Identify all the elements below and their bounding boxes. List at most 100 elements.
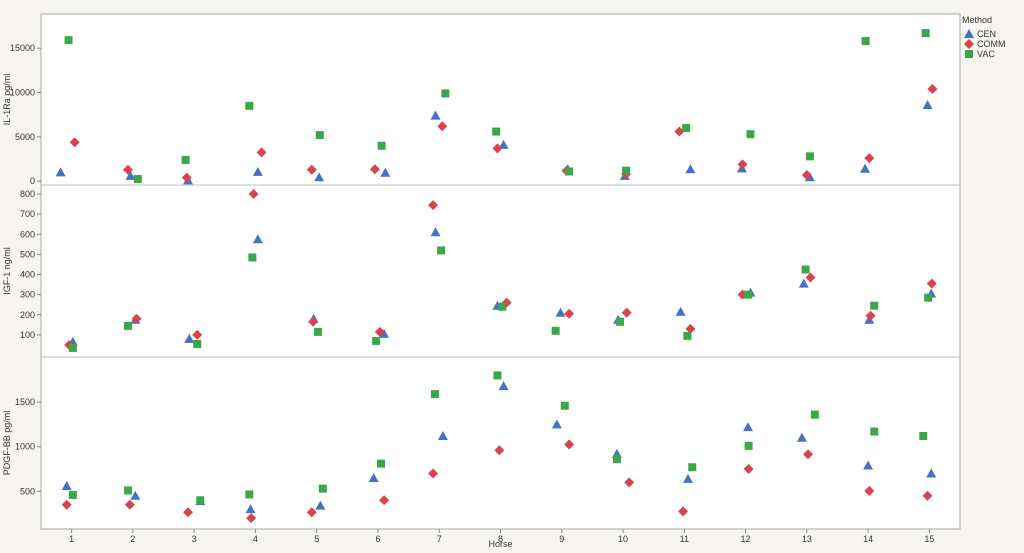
- point-p1-vac-horse-9: [565, 167, 574, 176]
- point-p3-cen-horse-6: [368, 472, 379, 482]
- point-p2-comm-horse-14: [865, 310, 876, 321]
- x-tick-label-10: 10: [618, 534, 628, 544]
- legend-title: Method: [962, 15, 992, 25]
- point-p2-vac-horse-4: [248, 253, 257, 262]
- point-p1-cen-horse-15: [922, 99, 933, 109]
- point-p2-comm-horse-10: [621, 307, 632, 318]
- point-p3-cen-horse-14: [863, 460, 874, 470]
- legend-label-cen: CEN: [977, 29, 996, 39]
- point-p1-comm-horse-14: [864, 153, 875, 164]
- point-p2-cen-horse-7: [430, 227, 441, 237]
- x-tick-label-4: 4: [253, 534, 258, 544]
- point-p1-vac-horse-2: [133, 175, 142, 184]
- x-tick-label-9: 9: [559, 534, 564, 544]
- point-p1-cen-horse-14: [860, 163, 871, 173]
- point-p1-comm-horse-2: [122, 164, 133, 175]
- point-p1-comm-horse-13: [801, 170, 812, 181]
- y-tick-label-p3-500: 500: [20, 486, 35, 496]
- panel-dividers: [41, 184, 960, 358]
- point-p1-vac-horse-10: [622, 166, 631, 175]
- point-p1-vac-horse-3: [181, 155, 190, 164]
- legend-marker-cen: [964, 29, 974, 38]
- point-p2-vac-horse-3: [193, 339, 202, 348]
- point-p2-vac-horse-10: [615, 317, 624, 326]
- point-p3-comm-horse-3: [183, 507, 194, 518]
- point-p3-comm-horse-6: [379, 495, 390, 506]
- point-p1-comm-horse-12: [737, 159, 748, 170]
- point-p3-vac-horse-13: [810, 410, 819, 419]
- point-p1-comm-horse-5: [306, 164, 317, 175]
- point-p3-vac-horse-7: [430, 390, 439, 399]
- point-p3-vac-horse-11: [688, 463, 697, 472]
- point-p1-comm-horse-15: [927, 83, 938, 94]
- point-p1-comm-horse-1: [69, 137, 80, 148]
- point-p1-vac-horse-8: [492, 127, 501, 136]
- point-p1-vac-horse-7: [441, 89, 450, 98]
- point-p2-vac-horse-8: [498, 302, 507, 311]
- series-vac-p2: [68, 246, 933, 352]
- point-p3-cen-horse-4: [245, 504, 256, 514]
- point-p1-comm-horse-4: [256, 147, 267, 158]
- point-p2-comm-horse-13: [805, 272, 816, 283]
- point-p3-comm-horse-13: [803, 449, 814, 460]
- point-p3-cen-horse-2: [130, 490, 141, 500]
- point-p2-vac-horse-12: [744, 290, 753, 299]
- series-comm-p3: [61, 439, 933, 524]
- point-p3-comm-horse-4: [246, 513, 257, 524]
- point-p1-vac-horse-5: [315, 131, 324, 140]
- point-p2-vac-horse-11: [683, 331, 692, 340]
- point-p2-comm-horse-2: [131, 313, 142, 324]
- point-p3-cen-horse-9: [551, 419, 562, 429]
- point-p3-vac-horse-15: [919, 432, 928, 441]
- point-p1-cen-horse-5: [314, 172, 325, 182]
- point-p1-vac-horse-4: [245, 101, 254, 110]
- y-tick-label-p2-300: 300: [20, 290, 35, 300]
- point-p3-vac-horse-3: [196, 496, 205, 505]
- point-p1-cen-horse-11: [685, 164, 696, 174]
- point-p2-comm-horse-5: [308, 316, 319, 327]
- point-p3-vac-horse-8: [493, 371, 502, 380]
- point-p3-cen-horse-8: [498, 381, 509, 391]
- legend-label-vac: VAC: [977, 49, 995, 59]
- y-tick-label-p3-1500: 1500: [15, 397, 35, 407]
- point-p2-comm-horse-3: [192, 329, 203, 340]
- series-vac-p1: [64, 29, 930, 184]
- point-p3-vac-horse-9: [560, 401, 569, 410]
- point-p2-vac-horse-6: [372, 336, 381, 345]
- point-p1-vac-horse-12: [746, 130, 755, 139]
- x-axis-title: Horse: [488, 539, 512, 549]
- y-tick-label-p2-200: 200: [20, 310, 35, 320]
- point-p1-cen-horse-1: [55, 167, 66, 177]
- point-p2-vac-horse-1: [68, 343, 77, 352]
- point-p1-vac-horse-11: [682, 124, 691, 133]
- x-tick-label-1: 1: [69, 534, 74, 544]
- point-p3-comm-horse-5: [306, 507, 317, 518]
- point-p2-vac-horse-7: [437, 246, 446, 255]
- point-p3-comm-horse-7: [428, 468, 439, 479]
- x-tick-label-15: 15: [924, 534, 934, 544]
- point-p2-cen-horse-3: [184, 333, 195, 343]
- point-p3-cen-horse-11: [682, 473, 693, 483]
- point-p2-vac-horse-2: [123, 321, 132, 330]
- point-p2-vac-horse-9: [551, 326, 560, 335]
- point-p2-cen-horse-9: [555, 307, 566, 317]
- point-p2-cen-horse-6: [379, 328, 390, 338]
- point-p1-vac-horse-13: [805, 152, 814, 161]
- y-tick-label-p1-0: 0: [30, 176, 35, 186]
- point-p3-comm-horse-14: [864, 485, 875, 496]
- y-tick-label-p3-1000: 1000: [15, 442, 35, 452]
- y-axis-title-p1: IL-1Ra pg/ml: [2, 74, 12, 126]
- point-p1-vac-horse-1: [64, 36, 73, 45]
- point-p1-cen-horse-8: [498, 139, 509, 149]
- point-p2-comm-horse-4: [248, 189, 259, 200]
- point-p3-vac-horse-6: [377, 459, 386, 468]
- point-p3-comm-horse-8: [494, 445, 505, 456]
- point-p2-vac-horse-14: [870, 301, 879, 310]
- point-p2-cen-horse-13: [798, 278, 809, 288]
- point-p3-cen-horse-13: [796, 432, 807, 442]
- point-p3-vac-horse-5: [318, 484, 327, 493]
- point-p1-comm-horse-3: [181, 172, 192, 183]
- point-p3-comm-horse-10: [624, 477, 635, 488]
- point-p2-comm-horse-7: [428, 200, 439, 211]
- point-p3-cen-horse-15: [926, 468, 937, 478]
